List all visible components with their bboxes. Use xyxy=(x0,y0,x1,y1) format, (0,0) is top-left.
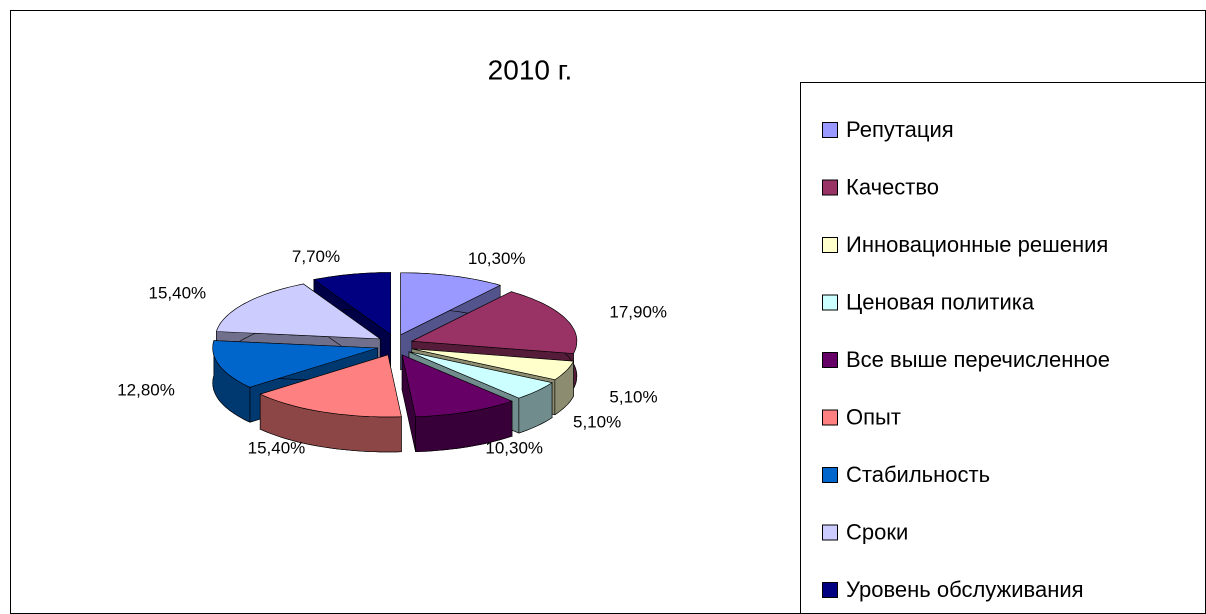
slice xyxy=(401,354,513,453)
slice-top xyxy=(215,283,382,340)
slice-top xyxy=(410,291,578,354)
data-label: 7,70% xyxy=(292,247,340,266)
legend: Репутация Качество Инновационные решения Це… xyxy=(822,117,1110,602)
legend-swatch xyxy=(822,237,838,253)
legend-label: Опыт xyxy=(846,404,901,429)
data-label: 17,90% xyxy=(609,303,667,322)
legend-swatch xyxy=(822,582,838,598)
legend-swatch xyxy=(822,294,838,311)
legend-swatch xyxy=(822,409,838,426)
legend-label: Инновационные решения xyxy=(846,232,1108,257)
slice-top xyxy=(411,348,574,381)
legend-label: Ценовая политика xyxy=(846,289,1035,314)
legend-label: Сроки xyxy=(846,519,908,544)
slice-top xyxy=(212,340,378,388)
slice-top xyxy=(259,354,402,418)
data-label: 10,30% xyxy=(468,249,526,268)
slice-top xyxy=(400,272,502,336)
legend-swatch xyxy=(822,467,838,483)
slice-top xyxy=(313,272,391,336)
legend-label: Качество xyxy=(846,174,939,199)
legend-label: Стабильность xyxy=(846,462,990,487)
data-label: 10,30% xyxy=(485,438,543,457)
slice-top xyxy=(408,351,553,399)
legend-label: Все выше перечисленное xyxy=(846,347,1110,372)
legend-box xyxy=(800,82,1206,614)
chart-title: 2010 г. xyxy=(488,54,573,85)
legend-swatch xyxy=(822,352,838,368)
data-label: 15,40% xyxy=(149,283,207,302)
legend-swatch xyxy=(822,524,838,541)
data-label: 15,40% xyxy=(248,438,306,457)
pie: 10,30% 17,90% 5,10% 5,10% 10,30% 15,40% 12,80%… xyxy=(117,247,667,458)
slice-top xyxy=(401,354,513,418)
legend-label: Уровень обслуживания xyxy=(846,577,1084,602)
legend-swatch xyxy=(822,179,838,196)
legend-swatch xyxy=(822,122,838,138)
legend-label: Репутация xyxy=(846,117,954,142)
data-label: 12,80% xyxy=(117,381,175,400)
data-label: 5,10% xyxy=(609,387,657,406)
slice xyxy=(259,354,402,453)
data-label: 5,10% xyxy=(573,412,621,431)
